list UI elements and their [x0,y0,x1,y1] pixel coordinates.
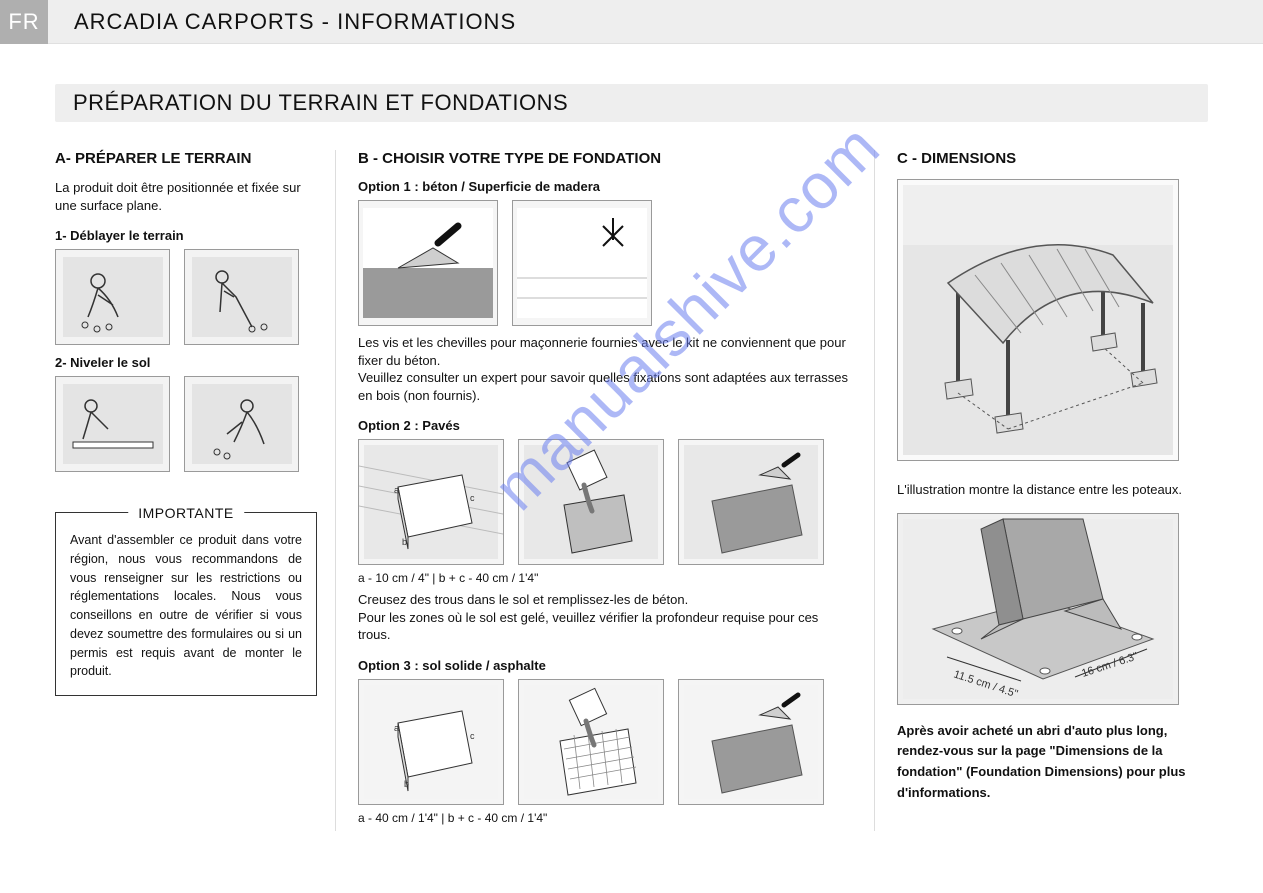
colB-heading: B - CHOISIR VOTRE TYPE DE FONDATION [358,150,852,167]
option3-panel3 [678,679,824,805]
svg-text:b: b [404,779,409,789]
level-trowel-icon [684,685,818,799]
colA-intro: La produit doit être positionnée et fixé… [55,179,317,214]
rake-icon [192,257,292,337]
column-b: B - CHOISIR VOTRE TYPE DE FONDATION Opti… [335,150,875,831]
section-header: PRÉPARATION DU TERRAIN ET FONDATIONS [55,84,1208,122]
option3-title: Option 3 : sol solide / asphalte [358,658,852,673]
step2-label: 2- Niveler le sol [55,355,317,370]
document-title: ARCADIA CARPORTS - INFORMATIONS [74,9,516,35]
option3-panel1: b c a [358,679,504,805]
option2-dims: a - 10 cm / 4" | b + c - 40 cm / 1'4" [358,571,852,585]
option3-dims: a - 40 cm / 1'4" | b + c - 40 cm / 1'4" [358,811,852,825]
svg-text:a: a [394,723,399,733]
option2-title: Option 2 : Pavés [358,418,852,433]
option2-panel1: b c a [358,439,504,565]
option2-panel3 [678,439,824,565]
colA-heading: A- PRÉPARER LE TERRAIN [55,150,317,167]
top-bar: FR ARCADIA CARPORTS - INFORMATIONS [0,0,1263,44]
svg-text:c: c [470,493,475,503]
column-c: C - DIMENSIONS [875,150,1208,831]
important-label: IMPORTANTE [128,503,244,524]
colC-heading: C - DIMENSIONS [897,150,1208,167]
option2-row: b c a [358,439,852,565]
step2-thumb-a [55,376,170,472]
level-icon [63,384,163,464]
column-a: A- PRÉPARER LE TERRAIN La produit doit ê… [55,150,335,831]
important-body: Avant d'assembler ce produit dans votre … [70,533,302,678]
option1-panel1 [358,200,498,326]
colC-caption1: L'illustration montre la distance entre … [897,481,1208,499]
option2-note: Creusez des trous dans le sol et remplis… [358,591,852,644]
page-body: PRÉPARATION DU TERRAIN ET FONDATIONS A- … [0,44,1263,831]
option1-title: Option 1 : béton / Superficie de madera [358,179,852,194]
dig-hole-icon: b c a [364,685,498,799]
step1-thumb-b [184,249,299,345]
pour-concrete-grid-icon [524,685,658,799]
step1-images [55,249,317,345]
option1-row [358,200,852,326]
smooth-icon [192,384,292,464]
option1-note: Les vis et les chevilles pour maçonnerie… [358,334,852,404]
foot-plate-detail-icon: 11.5 cm / 4.5" 16 cm / 6.3" [903,519,1173,699]
step2-images [55,376,317,472]
language-badge: FR [0,0,48,44]
step2-thumb-b [184,376,299,472]
option1-panel2 [512,200,652,326]
dig-icon [63,257,163,337]
trowel-icon [363,208,493,318]
step1-thumb-a [55,249,170,345]
pour-concrete-icon [524,445,658,559]
important-box: IMPORTANTE Avant d'assembler ce produit … [55,512,317,696]
dig-hole-icon: b c a [364,445,498,559]
svg-text:c: c [470,731,475,741]
level-trowel-icon [684,445,818,559]
option3-row: b c a [358,679,852,805]
no-drill-icon [517,208,647,318]
svg-text:a: a [394,485,399,495]
colC-caption2: Après avoir acheté un abri d'auto plus l… [897,721,1208,804]
section-title: PRÉPARATION DU TERRAIN ET FONDATIONS [73,90,568,116]
svg-text:b: b [402,537,407,547]
carport-illustration [897,179,1179,461]
option3-panel2 [518,679,664,805]
option2-panel2 [518,439,664,565]
step1-label: 1- Déblayer le terrain [55,228,317,243]
foot-plate-illustration: 11.5 cm / 4.5" 16 cm / 6.3" [897,513,1179,705]
carport-overview-icon [903,185,1173,455]
